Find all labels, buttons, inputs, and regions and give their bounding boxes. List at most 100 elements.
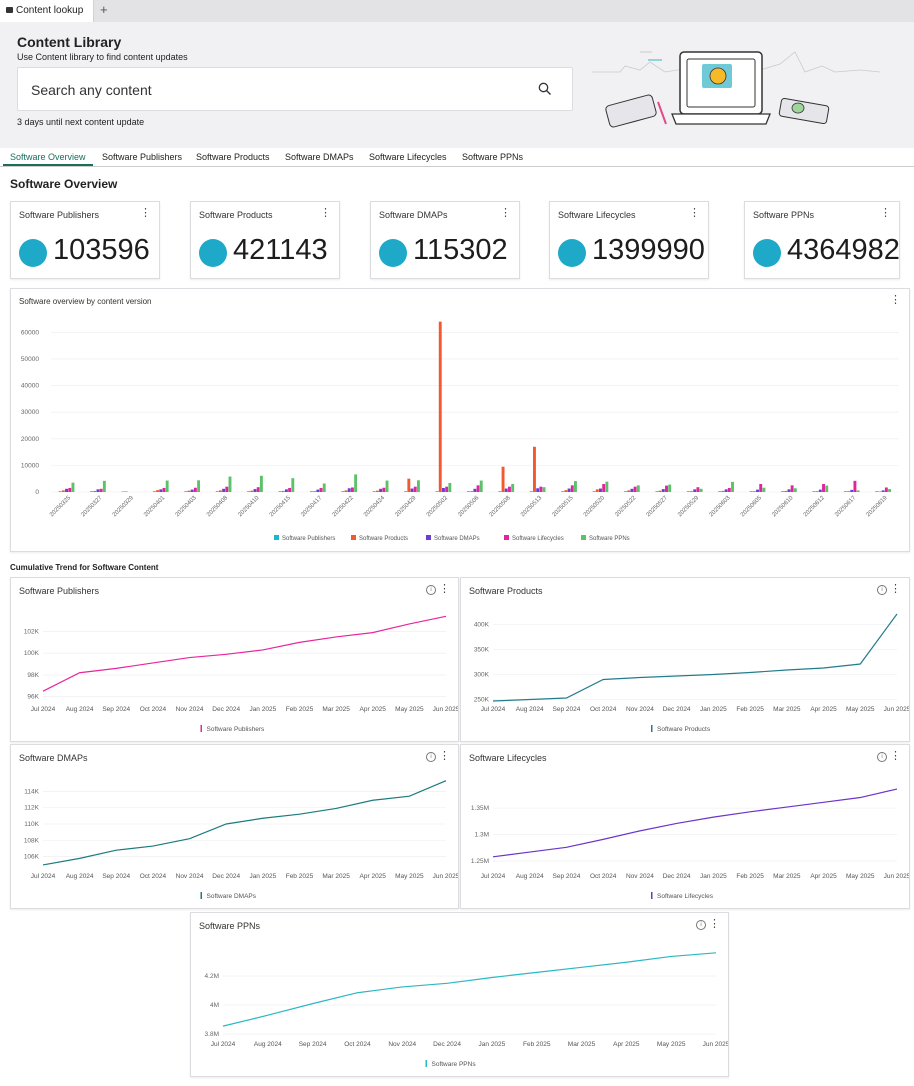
legend-label: Software Products — [359, 536, 408, 542]
x-tick-label: 20250401 — [143, 495, 167, 519]
legend-label: Software Publishers — [207, 726, 266, 733]
x-tick-label: Mar 2025 — [568, 1041, 596, 1048]
x-tick-label: Feb 2025 — [736, 706, 764, 713]
tab-software-dmaps[interactable]: Software DMAPs — [285, 152, 354, 162]
legend-swatch — [274, 535, 279, 540]
chart-title: Software overview by content version — [19, 297, 152, 306]
bar — [404, 491, 408, 492]
bar — [731, 481, 734, 492]
browser-tab-bar: Content lookup + — [0, 0, 914, 23]
x-tick-label: Sep 2024 — [102, 706, 130, 713]
bar — [187, 490, 191, 492]
bar — [533, 446, 536, 492]
kpi-label: Software Products — [199, 210, 273, 220]
info-icon[interactable]: i — [877, 585, 887, 595]
bar — [99, 488, 103, 492]
x-tick-label: Oct 2024 — [344, 1041, 371, 1048]
bar — [564, 490, 568, 492]
bar — [71, 482, 75, 492]
tab-software-overview[interactable]: Software Overview — [10, 152, 86, 162]
x-tick-label: May 2025 — [395, 873, 424, 880]
bar — [184, 491, 188, 492]
bar — [90, 491, 94, 492]
bar — [781, 491, 784, 492]
legend-swatch — [504, 535, 509, 540]
chart-title: Software Products — [469, 586, 543, 596]
kpi-value: 115302 — [413, 234, 508, 266]
bar — [382, 487, 386, 492]
tab-software-ppns[interactable]: Software PPNs — [462, 152, 524, 162]
bar — [599, 488, 602, 492]
bar — [504, 488, 508, 492]
x-tick-label: Sep 2024 — [553, 873, 581, 880]
x-tick-label: 20250327 — [80, 495, 104, 519]
tab-software-publishers[interactable]: Software Publishers — [102, 152, 183, 162]
x-tick-label: Jun 2025 — [884, 873, 909, 880]
x-tick-label: Aug 2024 — [254, 1041, 282, 1048]
kpi-value: 421143 — [233, 234, 328, 266]
x-tick-label: 20250619 — [866, 495, 890, 519]
info-icon[interactable]: i — [696, 920, 706, 930]
search-icon[interactable] — [538, 82, 552, 96]
bar — [605, 481, 609, 492]
x-tick-label: Oct 2024 — [140, 706, 167, 713]
info-icon[interactable]: i — [877, 752, 887, 762]
x-tick-label: Nov 2024 — [176, 873, 204, 880]
bar — [636, 485, 640, 492]
browser-tab-title: Content lookup — [16, 5, 84, 16]
x-tick-label: Feb 2025 — [286, 706, 314, 713]
bar — [815, 491, 819, 492]
y-tick-label: 60000 — [21, 329, 39, 336]
y-tick-label: 250K — [474, 697, 490, 704]
more-options-icon[interactable]: ⋮ — [890, 583, 901, 595]
bar — [630, 488, 634, 492]
series-line — [222, 952, 717, 1027]
x-tick-label: 20250424 — [363, 495, 387, 519]
more-options-icon[interactable]: ⋮ — [890, 294, 901, 306]
legend-label: Software PPNs — [589, 536, 630, 542]
x-tick-label: Dec 2024 — [663, 706, 691, 713]
bar — [341, 491, 345, 492]
series-line — [492, 788, 898, 858]
dmaps-trend-chart: 106K 108K 110K 112K 114K Jul 2024 Aug 2024 Sep … — [24, 780, 458, 900]
more-options-icon[interactable]: ⋮ — [709, 918, 720, 930]
search-input[interactable]: Search any content — [17, 67, 573, 111]
more-options-icon[interactable]: ⋮ — [320, 207, 331, 219]
tab-software-products[interactable]: Software Products — [196, 152, 270, 162]
more-options-icon[interactable]: ⋮ — [439, 750, 450, 762]
page-title: Content Library — [17, 34, 122, 50]
more-options-icon[interactable]: ⋮ — [439, 583, 450, 595]
x-tick-label: Feb 2025 — [736, 873, 764, 880]
x-tick-label: 20250522 — [614, 495, 638, 519]
products-trend-chart: 250K 300K 350K 400K Jul 2024 Aug 2024 Sep 2024… — [474, 613, 909, 733]
bar — [316, 489, 320, 492]
bar — [350, 487, 354, 492]
info-icon[interactable]: i — [426, 752, 436, 762]
bar — [159, 489, 163, 492]
new-tab-button[interactable]: + — [100, 2, 108, 17]
x-tick-label: May 2025 — [846, 873, 875, 880]
y-tick-label: 98K — [27, 672, 39, 679]
bar — [121, 491, 125, 492]
browser-tab[interactable]: Content lookup — [0, 0, 94, 22]
bar — [633, 486, 637, 492]
bar — [416, 480, 420, 492]
y-tick-label: 0 — [35, 489, 39, 496]
x-tick-label: Mar 2025 — [773, 706, 801, 713]
series-line — [42, 780, 447, 866]
laptop-illustration — [592, 51, 881, 128]
x-tick-label: Feb 2025 — [523, 1041, 551, 1048]
legend-swatch — [351, 535, 356, 540]
more-options-icon[interactable]: ⋮ — [500, 207, 511, 219]
tab-software-lifecycles[interactable]: Software Lifecycles — [369, 152, 447, 162]
more-options-icon[interactable]: ⋮ — [140, 207, 151, 219]
y-tick-label: 50000 — [21, 356, 39, 363]
y-tick-label: 400K — [474, 622, 490, 629]
bar — [58, 491, 62, 492]
more-options-icon[interactable]: ⋮ — [689, 207, 700, 219]
trend-card-publishers: Software Publishers i ⋮ 96K 98K 100K 102K Ju… — [10, 577, 459, 742]
more-options-icon[interactable]: ⋮ — [890, 750, 901, 762]
more-options-icon[interactable]: ⋮ — [880, 207, 891, 219]
y-tick-label: 1.3M — [475, 832, 489, 839]
info-icon[interactable]: i — [426, 585, 436, 595]
